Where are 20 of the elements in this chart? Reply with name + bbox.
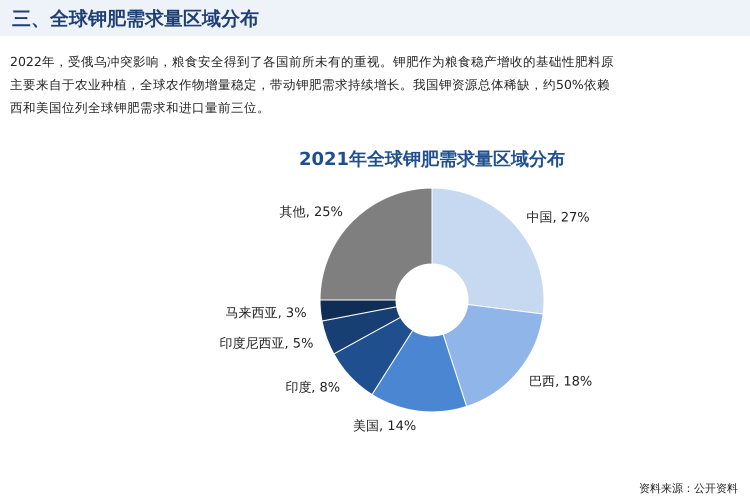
chart-title: 三、全球钾肥需求量区域分布 — [12, 8, 259, 30]
data-label: , 8% — [311, 380, 340, 396]
text: 2022年，受俄乌冲突影响，粮食安全得到了各国前所未有的重视。钾肥作为粮食稳产增收的基础性肥料原 — [10, 54, 614, 69]
text: 主要来自于农业种植，全球农作物增量稳定，带动钾肥需求持续增长。我国钾资源总体稀缺，约50%依赖 — [10, 77, 610, 92]
chart-subtitle: 2021年全球钾肥需求量区域分布 — [298, 149, 566, 170]
slice-label: 巴西 — [529, 374, 556, 390]
slice-label: 其他 — [280, 204, 306, 220]
data-label: , 3% — [278, 306, 307, 321]
slice-label: 美国 — [353, 418, 380, 434]
data-label: , 25% — [306, 204, 343, 220]
text: 资料来源：公开资料 — [639, 482, 738, 495]
data-label: , 14% — [379, 419, 416, 434]
data-label: , 27% — [552, 210, 590, 226]
data-label: , 5% — [284, 336, 314, 352]
data-label: , 18% — [555, 374, 592, 390]
slice-label: 印度尼西亚 — [220, 336, 285, 352]
text: 西和美国位列全球钾肥需求和进口量前三位。 — [10, 100, 270, 115]
slice-label: 马来西亚 — [226, 306, 278, 321]
slice-label: 中国 — [526, 210, 553, 226]
slice-label: 印度 — [285, 379, 312, 396]
